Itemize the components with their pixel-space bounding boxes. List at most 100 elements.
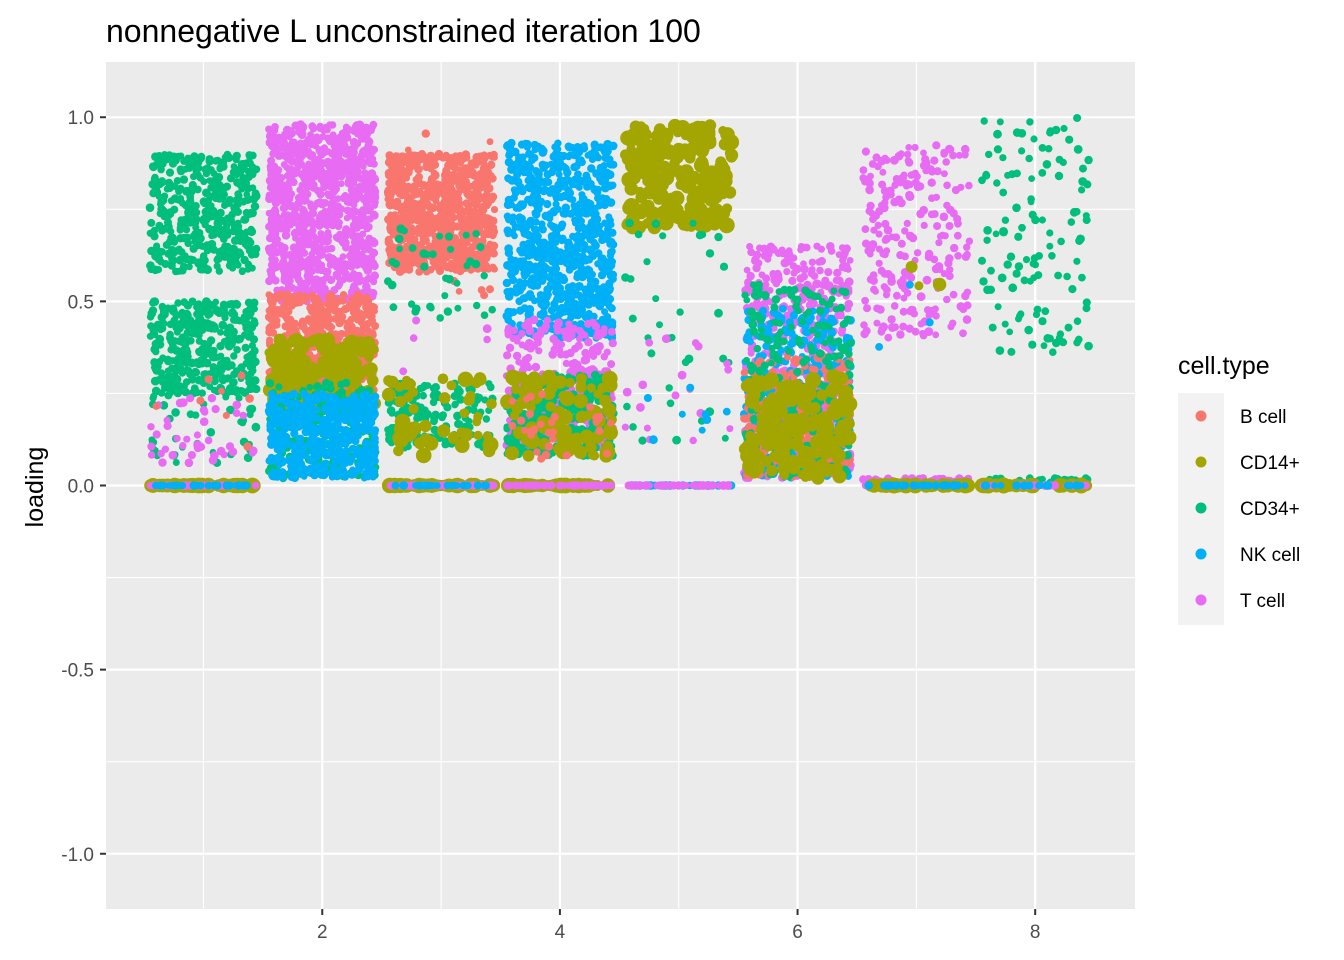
data-point — [298, 230, 307, 238]
data-point — [232, 400, 242, 410]
data-point — [270, 258, 278, 266]
data-point — [411, 184, 419, 192]
data-point — [339, 193, 349, 203]
data-point — [248, 381, 257, 390]
data-point — [225, 261, 234, 270]
data-point — [345, 301, 355, 310]
data-point — [176, 482, 184, 489]
data-point — [352, 121, 361, 130]
data-point — [273, 333, 287, 347]
data-point — [362, 302, 371, 312]
data-point — [224, 326, 233, 335]
data-point — [275, 192, 284, 201]
data-point — [163, 416, 171, 424]
data-point — [340, 340, 352, 352]
data-point — [454, 304, 462, 312]
data-point — [329, 131, 337, 139]
data-point — [295, 149, 303, 157]
data-point — [356, 160, 365, 168]
data-point — [480, 311, 489, 320]
data-point — [292, 234, 300, 242]
data-point — [151, 265, 160, 275]
data-point — [427, 220, 436, 229]
data-point — [151, 365, 161, 374]
data-point — [407, 421, 422, 436]
data-point — [325, 207, 334, 216]
data-point — [266, 267, 274, 275]
data-point — [462, 231, 470, 239]
data-point — [338, 465, 347, 474]
data-point — [154, 254, 163, 263]
data-point — [301, 219, 311, 228]
data-point — [338, 434, 348, 443]
data-point — [203, 306, 212, 315]
data-point — [355, 447, 364, 456]
data-point — [199, 417, 209, 427]
data-point — [234, 190, 242, 198]
data-point — [332, 403, 342, 412]
data-point — [329, 167, 337, 176]
data-point — [237, 371, 246, 380]
data-point — [309, 221, 317, 229]
data-point — [353, 189, 360, 197]
data-point — [286, 174, 295, 183]
data-point — [294, 275, 303, 284]
data-point — [455, 199, 464, 208]
data-point — [465, 170, 473, 179]
data-point — [279, 468, 287, 476]
data-point — [321, 450, 331, 460]
data-point — [267, 390, 275, 398]
data-point — [339, 291, 348, 299]
data-point — [480, 272, 488, 280]
data-point — [247, 309, 255, 317]
data-point — [394, 395, 406, 408]
data-point — [421, 129, 430, 138]
data-point — [279, 420, 288, 429]
data-point — [426, 151, 435, 160]
data-point — [301, 450, 310, 460]
data-point — [409, 334, 418, 342]
data-point — [167, 261, 176, 270]
data-point — [431, 171, 440, 180]
data-point — [277, 137, 286, 145]
data-point — [171, 408, 180, 417]
data-point — [159, 308, 167, 316]
data-point — [147, 451, 156, 459]
data-point — [371, 322, 380, 330]
data-point — [148, 179, 157, 189]
data-point — [289, 322, 298, 331]
data-point — [354, 461, 362, 469]
data-point — [486, 240, 494, 248]
data-point — [150, 376, 160, 386]
data-point — [284, 456, 294, 465]
data-point — [280, 252, 288, 261]
data-point — [265, 194, 274, 203]
data-point — [413, 152, 422, 161]
data-point — [149, 162, 158, 172]
data-point — [212, 182, 221, 191]
data-point — [267, 453, 276, 462]
data-point — [169, 364, 177, 373]
data-point — [279, 183, 288, 192]
data-point — [170, 194, 180, 203]
data-point — [291, 168, 300, 178]
data-point — [385, 179, 394, 188]
data-point — [291, 268, 300, 277]
data-point — [245, 394, 254, 403]
data-point — [204, 436, 213, 445]
data-point — [234, 231, 242, 239]
data-point — [318, 278, 327, 287]
data-point — [161, 260, 170, 268]
data-point — [353, 139, 362, 148]
data-point — [163, 421, 172, 431]
data-point — [277, 174, 286, 182]
data-point — [268, 311, 276, 319]
data-point — [473, 430, 483, 440]
data-point — [161, 151, 169, 158]
data-point — [213, 307, 222, 316]
data-point — [364, 407, 373, 417]
data-point — [248, 170, 257, 179]
data-point — [387, 211, 395, 219]
data-point — [211, 211, 220, 221]
data-point — [243, 159, 251, 167]
